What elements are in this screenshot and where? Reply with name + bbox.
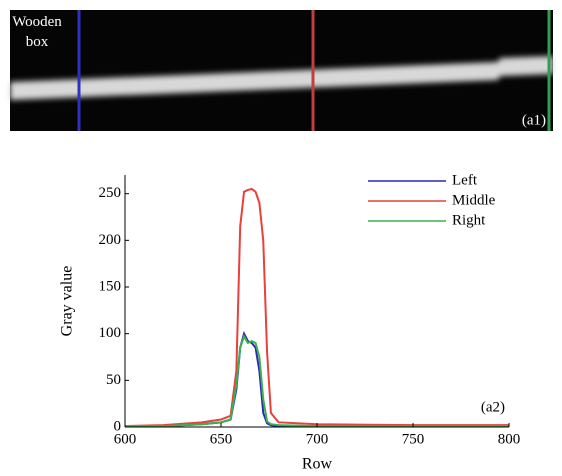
x-axis-label: Row [302, 456, 333, 473]
image-tag: (a1) [522, 112, 546, 128]
rod [10, 56, 553, 100]
x-tick-label: 800 [498, 431, 521, 447]
y-tick-label: 250 [99, 185, 122, 201]
y-tick-label: 0 [114, 418, 122, 434]
y-tick-label: 50 [106, 372, 121, 388]
x-tick-label: 650 [210, 431, 233, 447]
y-axis-label: Gray value [59, 266, 76, 337]
x-tick-label: 750 [402, 431, 425, 447]
data-line [125, 330, 509, 428]
x-tick-label: 600 [114, 431, 137, 447]
y-tick-label: 150 [99, 278, 122, 294]
legend-label: Left [452, 172, 478, 188]
legend-label: Right [452, 212, 486, 228]
chart: 0 50 100 150 200 250 600 650 700 750 800 Row Gray va… [59, 172, 521, 472]
label-box: Wooden box [12, 14, 62, 50]
x-tick-label: 700 [306, 431, 329, 447]
image-label: Wooden box [12, 14, 62, 50]
annotation: (a2) [481, 399, 505, 415]
data-line [124, 187, 509, 428]
y-tick-label: 100 [99, 325, 122, 341]
y-tick-label: 200 [99, 232, 122, 248]
image-panel: Wooden box (a1) [10, 10, 553, 131]
data-line [125, 334, 509, 428]
legend-label: Middle [452, 192, 496, 208]
